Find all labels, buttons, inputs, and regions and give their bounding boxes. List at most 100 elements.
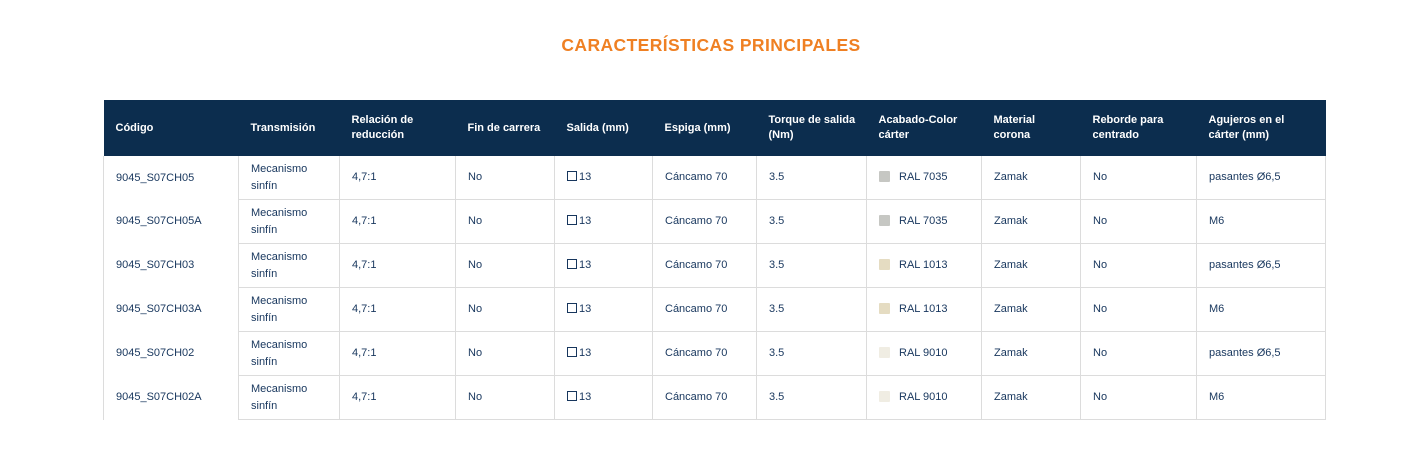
color-swatch bbox=[879, 215, 890, 227]
cell-salida: 13 bbox=[554, 331, 653, 376]
column-header: Relación de reducción bbox=[339, 100, 456, 156]
salida-value: 13 bbox=[579, 347, 592, 360]
cell-acabado-color: RAL 1013 bbox=[866, 243, 982, 288]
column-header: Transmisión bbox=[238, 100, 340, 156]
cell-espiga: Cáncamo 70 bbox=[652, 243, 757, 288]
cell-fin-de-carrera: No bbox=[455, 287, 555, 332]
cell-agujeros: pasantes Ø6,5 bbox=[1196, 243, 1326, 288]
cell-material-corona: Zamak bbox=[981, 243, 1081, 288]
square-outline-icon bbox=[567, 303, 577, 314]
salida-value: 13 bbox=[579, 171, 592, 184]
cell-agujeros: M6 bbox=[1196, 375, 1326, 420]
square-outline-icon bbox=[567, 259, 577, 270]
cell-agujeros: pasantes Ø6,5 bbox=[1196, 156, 1326, 200]
cell-relacion-reduccion: 4,7:1 bbox=[339, 331, 456, 376]
cell-codigo: 9045_S07CH02A bbox=[103, 375, 239, 420]
square-outline-icon bbox=[567, 215, 577, 226]
cell-torque: 3.5 bbox=[756, 199, 867, 244]
cell-acabado-color: RAL 9010 bbox=[866, 331, 982, 376]
color-swatch bbox=[879, 259, 890, 271]
cell-material-corona: Zamak bbox=[981, 287, 1081, 332]
acabado-label: RAL 7035 bbox=[899, 171, 948, 184]
column-header: Acabado-Color cárter bbox=[866, 100, 982, 156]
cell-transmision: Mecanismo sinfín bbox=[238, 287, 340, 332]
cell-transmision: Mecanismo sinfín bbox=[238, 375, 340, 420]
cell-torque: 3.5 bbox=[756, 287, 867, 332]
column-header: Material corona bbox=[981, 100, 1081, 156]
square-outline-icon bbox=[567, 391, 577, 402]
square-outline-icon bbox=[567, 171, 577, 182]
cell-salida: 13 bbox=[554, 199, 653, 244]
cell-agujeros: M6 bbox=[1196, 287, 1326, 332]
column-header: Torque de salida (Nm) bbox=[756, 100, 867, 156]
cell-torque: 3.5 bbox=[756, 375, 867, 420]
column-header: Espiga (mm) bbox=[652, 100, 757, 156]
cell-salida: 13 bbox=[554, 243, 653, 288]
cell-salida: 13 bbox=[554, 287, 653, 332]
table-row: 9045_S07CH03 Mecanismo sinfín 4,7:1 No 13 Cán… bbox=[103, 243, 1326, 288]
cell-material-corona: Zamak bbox=[981, 156, 1081, 200]
color-swatch bbox=[879, 303, 890, 315]
cell-transmision: Mecanismo sinfín bbox=[238, 331, 340, 376]
acabado-label: RAL 9010 bbox=[899, 347, 948, 360]
cell-agujeros: M6 bbox=[1196, 199, 1326, 244]
cell-codigo: 9045_S07CH02 bbox=[103, 331, 239, 376]
cell-fin-de-carrera: No bbox=[455, 331, 555, 376]
cell-codigo: 9045_S07CH03 bbox=[103, 243, 239, 288]
cell-codigo: 9045_S07CH05A bbox=[103, 199, 239, 244]
cell-espiga: Cáncamo 70 bbox=[652, 331, 757, 376]
characteristics-table: Código Transmisión Relación de reducción Fi… bbox=[103, 100, 1326, 420]
table-header: Código Transmisión Relación de reducción Fi… bbox=[103, 100, 1326, 156]
acabado-label: RAL 1013 bbox=[899, 259, 948, 272]
cell-salida: 13 bbox=[554, 375, 653, 420]
cell-acabado-color: RAL 7035 bbox=[866, 156, 982, 200]
cell-reborde: No bbox=[1080, 287, 1197, 332]
cell-torque: 3.5 bbox=[756, 156, 867, 200]
acabado-label: RAL 9010 bbox=[899, 391, 948, 404]
cell-transmision: Mecanismo sinfín bbox=[238, 156, 340, 200]
cell-fin-de-carrera: No bbox=[455, 156, 555, 200]
column-header: Reborde para centrado bbox=[1080, 100, 1197, 156]
cell-salida: 13 bbox=[554, 156, 653, 200]
page-title: CARACTERÍSTICAS PRINCIPALES bbox=[561, 35, 861, 55]
cell-reborde: No bbox=[1080, 243, 1197, 288]
cell-material-corona: Zamak bbox=[981, 331, 1081, 376]
cell-relacion-reduccion: 4,7:1 bbox=[339, 375, 456, 420]
cell-codigo: 9045_S07CH05 bbox=[103, 156, 239, 200]
color-swatch bbox=[879, 171, 890, 183]
salida-value: 13 bbox=[579, 391, 592, 404]
cell-codigo: 9045_S07CH03A bbox=[103, 287, 239, 332]
cell-espiga: Cáncamo 70 bbox=[652, 375, 757, 420]
color-swatch bbox=[879, 391, 890, 403]
cell-reborde: No bbox=[1080, 199, 1197, 244]
cell-fin-de-carrera: No bbox=[455, 199, 555, 244]
cell-torque: 3.5 bbox=[756, 331, 867, 376]
square-outline-icon bbox=[567, 347, 577, 358]
cell-transmision: Mecanismo sinfín bbox=[238, 243, 340, 288]
cell-material-corona: Zamak bbox=[981, 375, 1081, 420]
table-row: 9045_S07CH05 Mecanismo sinfín 4,7:1 No 13 Cán… bbox=[103, 156, 1326, 200]
cell-espiga: Cáncamo 70 bbox=[652, 156, 757, 200]
cell-relacion-reduccion: 4,7:1 bbox=[339, 287, 456, 332]
header-row: Código Transmisión Relación de reducción Fi… bbox=[103, 100, 1326, 156]
cell-reborde: No bbox=[1080, 375, 1197, 420]
table-body: 9045_S07CH05 Mecanismo sinfín 4,7:1 No 13 Cán… bbox=[103, 156, 1326, 420]
cell-fin-de-carrera: No bbox=[455, 243, 555, 288]
cell-relacion-reduccion: 4,7:1 bbox=[339, 156, 456, 200]
cell-acabado-color: RAL 7035 bbox=[866, 199, 982, 244]
cell-espiga: Cáncamo 70 bbox=[652, 287, 757, 332]
cell-material-corona: Zamak bbox=[981, 199, 1081, 244]
column-header: Salida (mm) bbox=[554, 100, 653, 156]
cell-acabado-color: RAL 1013 bbox=[866, 287, 982, 332]
cell-reborde: No bbox=[1080, 331, 1197, 376]
cell-espiga: Cáncamo 70 bbox=[652, 199, 757, 244]
cell-relacion-reduccion: 4,7:1 bbox=[339, 199, 456, 244]
table-row: 9045_S07CH02 Mecanismo sinfín 4,7:1 No 13 Cán… bbox=[103, 331, 1326, 376]
column-header: Fin de carrera bbox=[455, 100, 555, 156]
cell-transmision: Mecanismo sinfín bbox=[238, 199, 340, 244]
salida-value: 13 bbox=[579, 303, 592, 316]
color-swatch bbox=[879, 347, 890, 359]
table-row: 9045_S07CH02A Mecanismo sinfín 4,7:1 No 13 Cá… bbox=[103, 375, 1326, 420]
cell-agujeros: pasantes Ø6,5 bbox=[1196, 331, 1326, 376]
